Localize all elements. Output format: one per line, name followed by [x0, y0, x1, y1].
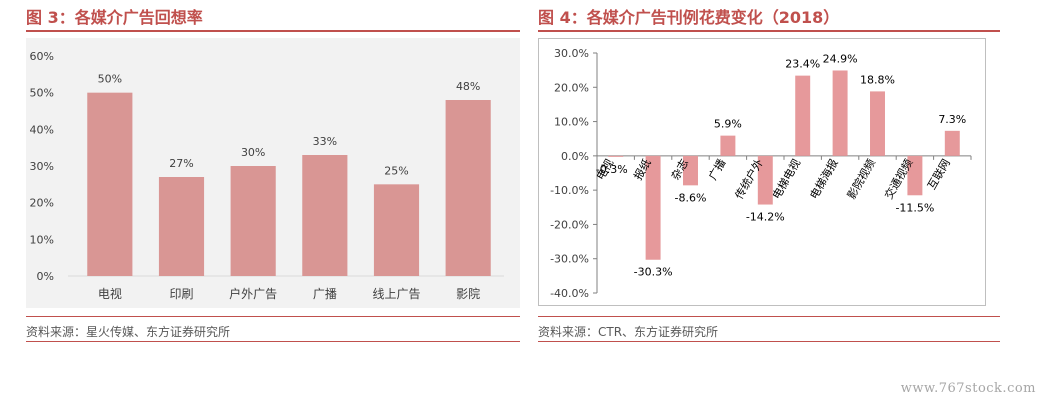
bar-5 [373, 184, 420, 276]
bar-3 [230, 166, 276, 276]
bar-value-label: 5.9% [714, 118, 742, 131]
x-category-label: 广播 [313, 287, 337, 301]
bar-value-label: 27% [169, 157, 193, 170]
left-source-note: 资料来源：星火传媒、东方证券研究所 [26, 325, 231, 339]
bar-2 [645, 155, 661, 260]
left-bottom-rule [26, 341, 520, 342]
left-source-rule-top [26, 316, 520, 317]
y-tick-label: -20.0% [550, 218, 589, 231]
bar-value-label: 23.4% [785, 58, 820, 71]
bar-value-label: 50% [98, 73, 122, 86]
bar-value-label: 33% [313, 135, 337, 148]
right-chart-area: -40.0% -30.0% -20.0% -10.0% 0.0% 10.0% 20.0% 30… [538, 38, 986, 306]
bar-8 [870, 91, 885, 156]
right-chart-title: 图 4：各媒介广告刊例花费变化（2018） [538, 8, 840, 27]
right-bar-chart: -40.0% -30.0% -20.0% -10.0% 0.0% 10.0% 20.0% 30… [550, 47, 972, 300]
bar-7 [832, 70, 848, 156]
bar-value-label: 48% [456, 80, 480, 93]
y-tick-label: 20% [30, 197, 54, 210]
x-category-label: 线上广告 [372, 287, 420, 301]
bar-6 [795, 75, 811, 156]
x-category-label: 互联网 [925, 157, 953, 192]
bar-value-label: -14.2% [746, 211, 785, 224]
y-tick-label: -40.0% [550, 287, 589, 300]
bar-4 [720, 135, 736, 156]
y-tick-label: 30% [30, 160, 54, 173]
bar-9 [907, 155, 923, 196]
left-title-rule [26, 30, 520, 32]
bar-value-label: 7.3% [938, 113, 966, 126]
right-title-rule [538, 30, 1000, 32]
bar-value-label: -11.5% [895, 201, 934, 214]
left-chart-title: 图 3：各媒介广告回想率 [26, 8, 203, 27]
bar-value-label: 24.9% [823, 52, 858, 65]
y-tick-label: -10.0% [550, 184, 589, 197]
x-category-label: 印刷 [169, 287, 193, 301]
bar-3 [683, 155, 698, 186]
bar-value-label: 25% [384, 164, 408, 177]
bar-10 [944, 130, 960, 156]
bar-value-label: -30.3% [634, 266, 673, 279]
x-category-label: 户外广告 [229, 286, 277, 301]
right-bottom-rule [538, 341, 1000, 342]
y-tick-label: 10% [30, 233, 54, 246]
bar-2 [158, 177, 205, 276]
y-tick-label: 10.0% [554, 116, 589, 129]
x-category-label: 电梯电视 [769, 156, 803, 201]
y-tick-label: 20.0% [554, 81, 589, 94]
bar-4 [302, 155, 348, 276]
x-category-label: 电梯海报 [807, 156, 841, 201]
bar-value-label: -0.3% [596, 163, 628, 176]
y-tick-label: 30.0% [554, 47, 589, 60]
x-category-label: 影院 [456, 287, 480, 301]
bar-value-label: 18.8% [860, 73, 895, 86]
bar-value-label: 30% [241, 146, 265, 159]
bar-6 [445, 100, 491, 276]
y-tick-label: -30.0% [550, 253, 589, 266]
x-category-label: 广播 [705, 156, 728, 182]
y-tick-label: 0.0% [561, 150, 589, 163]
left-chart-area: 0% 10% 20% 30% 40% 50% 60% 50% 电视 27% 印刷 30% 户外广告 33%… [26, 38, 520, 308]
y-tick-label: 40% [30, 123, 54, 136]
bar-value-label: -8.6% [675, 191, 707, 204]
x-category-label: 影院视频 [844, 156, 878, 201]
bar-5 [757, 155, 773, 205]
site-watermark: www.767stock.com [900, 381, 1036, 396]
right-source-rule-top [538, 316, 1000, 317]
y-tick-label: 60% [30, 50, 54, 63]
right-source-note: 资料来源：CTR、东方证券研究所 [538, 325, 719, 339]
left-bar-chart: 0% 10% 20% 30% 40% 50% 60% 50% 电视 27% 印刷 30% 户外广告 33%… [30, 50, 504, 301]
bar-1 [87, 92, 133, 276]
y-tick-label: 0% [37, 270, 54, 283]
y-tick-label: 50% [30, 87, 54, 100]
x-category-label: 电视 [98, 286, 122, 301]
bar-1 [608, 155, 624, 157]
